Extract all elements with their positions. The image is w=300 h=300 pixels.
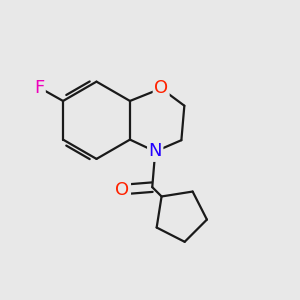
Text: O: O — [116, 181, 130, 199]
Text: O: O — [154, 80, 168, 98]
Text: N: N — [148, 142, 162, 160]
Text: F: F — [34, 79, 44, 97]
